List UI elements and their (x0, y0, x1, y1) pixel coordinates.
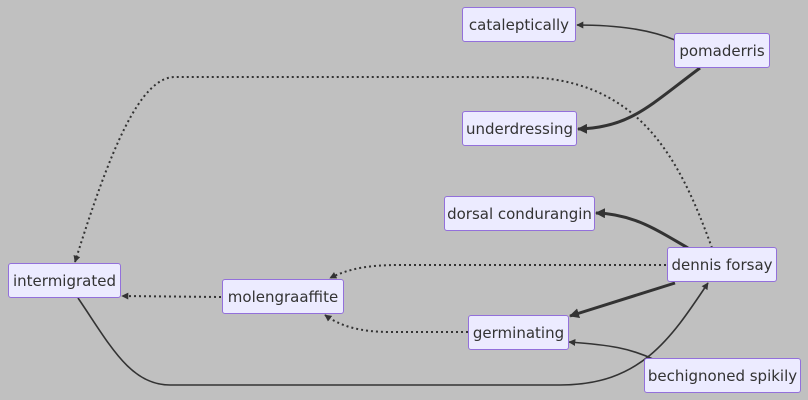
edge-germinating-to-molengraaffite (324, 314, 468, 333)
edge-dennis-forsay-to-molengraaffite (329, 264, 666, 279)
edge-dennis-forsay-to-germinating (569, 281, 676, 319)
node-cataleptically[interactable]: cataleptically (462, 7, 576, 42)
edge-pomaderris-to-cataleptically (576, 21, 676, 41)
edge-bechignoned-spikily-to-germinating (568, 338, 656, 361)
edge-dennis-forsay-to-dorsal-condurangin (595, 208, 689, 250)
node-intermigrated[interactable]: intermigrated (8, 263, 121, 298)
node-bechignoned-spikily[interactable]: bechignoned spikily (644, 358, 801, 393)
node-underdressing[interactable]: underdressing (462, 111, 577, 146)
edge-intermigrated-to-dennis-forsay (77, 282, 709, 386)
edge-dennis-forsay-to-intermigrated (73, 76, 713, 263)
node-molengraaffite[interactable]: molengraaffite (222, 279, 344, 314)
edge-molengraaffite-to-intermigrated (121, 292, 222, 300)
node-dennis-forsay[interactable]: dennis forsay (667, 247, 777, 282)
node-dorsal-condurangin[interactable]: dorsal condurangin (444, 196, 595, 231)
edge-pomaderris-to-underdressing (577, 66, 701, 134)
node-pomaderris[interactable]: pomaderris (674, 33, 770, 68)
node-germinating[interactable]: germinating (468, 315, 569, 350)
